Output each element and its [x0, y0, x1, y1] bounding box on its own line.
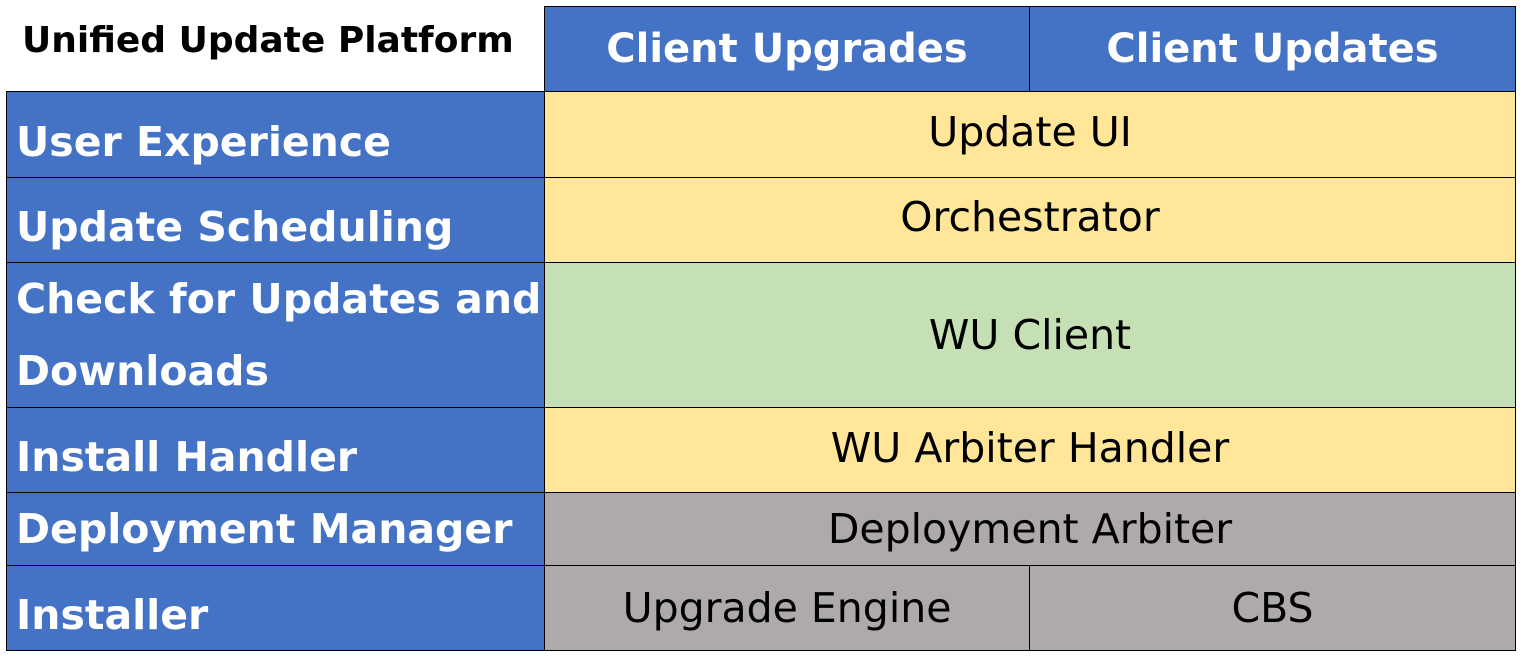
cell-deployment-arbiter: Deployment Arbiter [544, 492, 1516, 566]
column-header-client-updates: Client Updates [1029, 6, 1516, 92]
cell-wu-arbiter-handler: WU Arbiter Handler [544, 407, 1516, 493]
row-label-deployment-manager: Deployment Manager [6, 492, 545, 566]
row-label-installer: Installer [6, 565, 545, 651]
table-title: Unified Update Platform [22, 20, 514, 61]
cell-wu-client: WU Client [544, 262, 1516, 408]
row-label-update-scheduling: Update Scheduling [6, 177, 545, 263]
row-label-check-for-updates: Check for Updates and Downloads [6, 262, 545, 408]
row-label-user-experience: User Experience [6, 91, 545, 178]
row-label-install-handler: Install Handler [6, 407, 545, 493]
cell-update-ui: Update UI [544, 91, 1516, 178]
column-header-client-upgrades: Client Upgrades [544, 6, 1030, 92]
cell-orchestrator: Orchestrator [544, 177, 1516, 263]
cell-cbs: CBS [1029, 565, 1516, 651]
cell-upgrade-engine: Upgrade Engine [544, 565, 1030, 651]
